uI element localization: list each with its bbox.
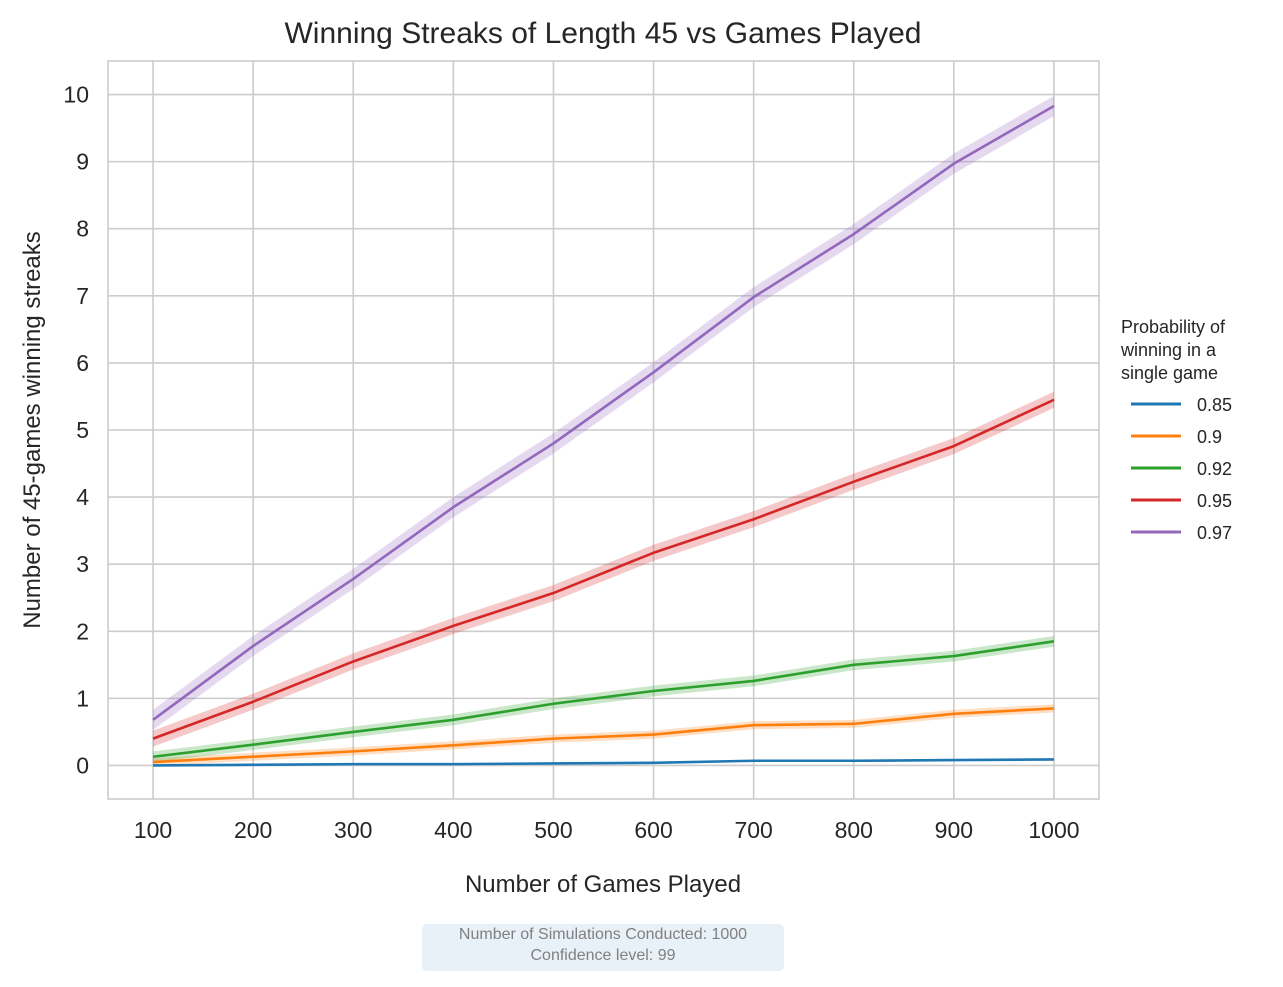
x-tick-label: 200 — [234, 817, 272, 843]
y-tick-label: 7 — [76, 283, 89, 309]
chart-title: Winning Streaks of Length 45 vs Games Pl… — [284, 17, 921, 50]
y-tick-label: 1 — [76, 685, 89, 711]
y-tick-label: 8 — [76, 216, 89, 242]
confidence-level-text: Confidence level: 99 — [530, 947, 676, 964]
series-lines — [152, 104, 1055, 767]
y-tick-label: 10 — [63, 82, 89, 108]
simulation-info-box: Number of Simulations Conducted: 1000 Co… — [422, 924, 784, 971]
series-line-0.97 — [152, 104, 1055, 721]
y-tick-labels: 0 1 2 3 4 5 6 7 8 9 10 — [63, 82, 89, 779]
y-tick-label: 5 — [76, 417, 89, 443]
x-tick-label: 700 — [734, 817, 772, 843]
x-tick-label: 1000 — [1028, 817, 1079, 843]
x-tick-label: 300 — [334, 817, 372, 843]
confidence-band-0.95 — [153, 391, 1054, 747]
confidence-bands — [153, 95, 1054, 767]
series-line-0.85 — [153, 758, 1054, 767]
confidence-band-0.92 — [153, 635, 1054, 763]
x-tick-labels: 100 200 300 400 500 600 700 800 900 1000 — [134, 817, 1080, 843]
legend-label-0.92: 0.92 — [1197, 459, 1232, 479]
y-tick-label: 6 — [76, 350, 89, 376]
series-line-0.9 — [152, 707, 1055, 764]
x-tick-label: 900 — [935, 817, 973, 843]
legend-label-0.97: 0.97 — [1197, 523, 1232, 543]
y-tick-label: 0 — [76, 752, 89, 778]
series-line-0.92 — [152, 640, 1055, 759]
legend: Probability of winning in a single game 0.… — [1120, 317, 1232, 543]
x-tick-label: 800 — [835, 817, 873, 843]
series-line-0.95 — [152, 398, 1055, 740]
x-axis-label: Number of Games Played — [465, 871, 741, 898]
y-tick-label: 4 — [76, 484, 89, 510]
x-tick-label: 500 — [534, 817, 572, 843]
legend-label-0.85: 0.85 — [1197, 395, 1232, 415]
x-tick-label: 100 — [134, 817, 172, 843]
y-tick-label: 3 — [76, 551, 89, 577]
y-tick-label: 2 — [76, 618, 89, 644]
confidence-band-0.97 — [153, 95, 1054, 730]
simulations-count-text: Number of Simulations Conducted: 1000 — [458, 926, 748, 943]
plot-frame — [107, 60, 1100, 800]
legend-label-0.95: 0.95 — [1197, 491, 1232, 511]
y-tick-label: 9 — [76, 149, 89, 175]
legend-label-0.9: 0.9 — [1197, 427, 1222, 447]
y-axis-label: Number of 45-games winning streaks — [19, 231, 46, 629]
x-tick-label: 600 — [634, 817, 672, 843]
legend-title: Probability of winning in a single game — [1120, 317, 1226, 383]
x-tick-label: 400 — [434, 817, 472, 843]
